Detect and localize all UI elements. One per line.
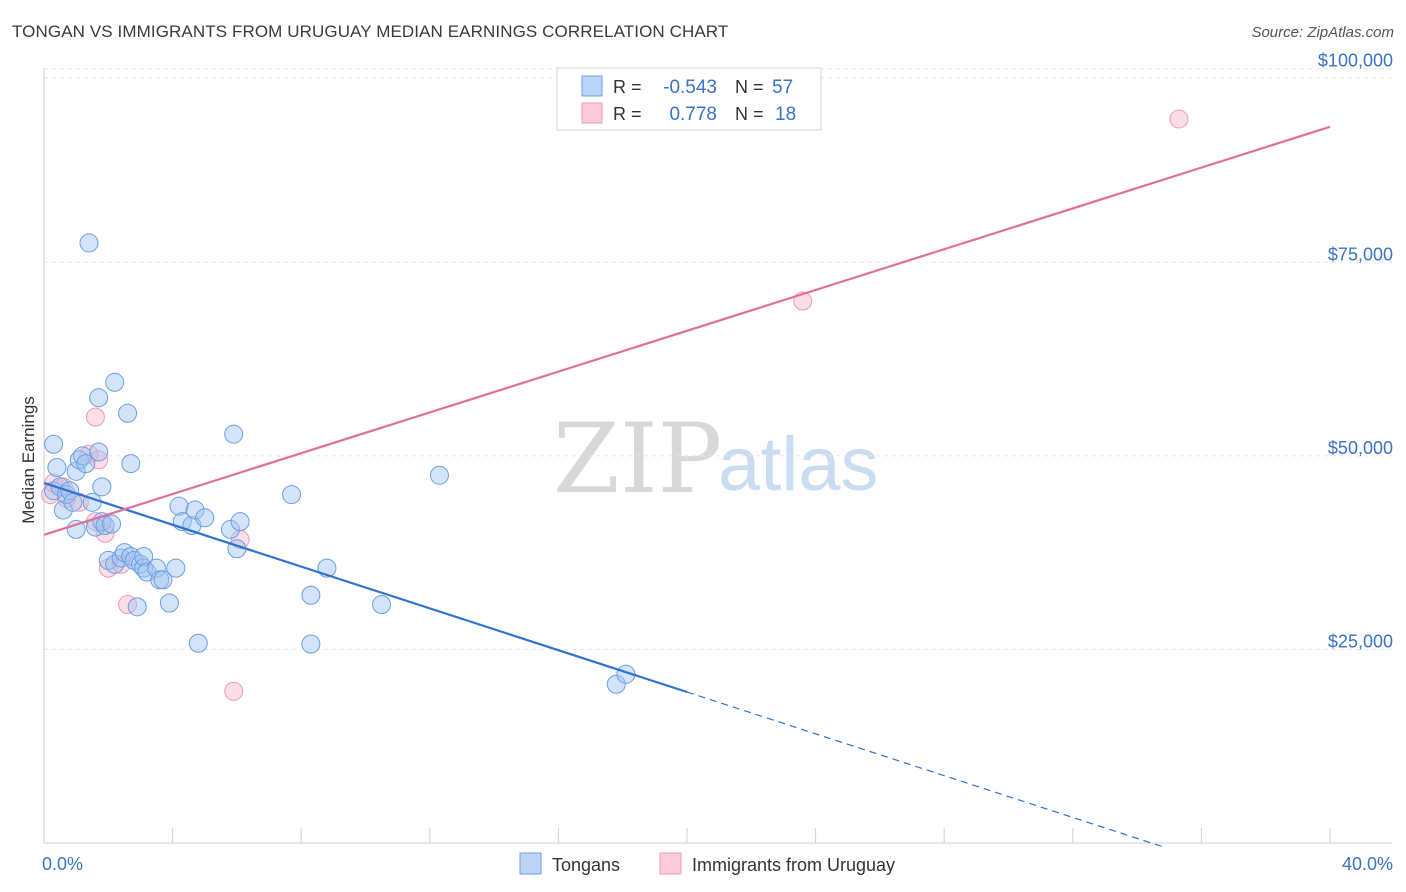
correlation-legend: R = -0.543 N = 57 R = 0.778 N = 18 bbox=[556, 67, 822, 131]
tongan-point-38 bbox=[153, 570, 173, 590]
legend-r-value-1: 0.778 bbox=[669, 104, 717, 125]
series-legend: Tongans Immigrants from Uruguay bbox=[519, 852, 895, 875]
legend-swatch-tongans bbox=[581, 75, 603, 97]
uruguay-point-13 bbox=[224, 681, 244, 701]
y-tick-labels: $25,000 $50,000 $75,000 $100,000 bbox=[1318, 51, 1393, 652]
tongan-point-57 bbox=[606, 674, 626, 694]
tongan-point-31 bbox=[127, 597, 147, 617]
legend-n-value-1: 18 bbox=[775, 104, 796, 125]
tongan-point-51 bbox=[282, 485, 302, 505]
tongan-point-34 bbox=[134, 547, 154, 567]
tongan-point-39 bbox=[159, 593, 179, 613]
tongan-point-55 bbox=[372, 595, 392, 615]
tongan-point-28 bbox=[121, 454, 141, 474]
uruguay-point-9 bbox=[95, 523, 115, 543]
tongan-point-53 bbox=[301, 634, 321, 654]
legend-n-label-0: N = bbox=[735, 77, 764, 97]
tongan-point-5 bbox=[57, 485, 77, 505]
tongan-point-40 bbox=[166, 558, 186, 578]
tongan-point-24 bbox=[105, 372, 125, 392]
watermark-zip: ZIP bbox=[553, 403, 722, 515]
tongan-point-36 bbox=[147, 558, 167, 578]
tongan-point-13 bbox=[79, 233, 99, 253]
gridlines bbox=[44, 68, 1392, 650]
trend-lines bbox=[43, 125, 1331, 848]
tongan-point-56 bbox=[429, 465, 449, 485]
watermark-atlas: atlas bbox=[718, 422, 879, 507]
tongan-point-44 bbox=[185, 500, 205, 520]
y-tick-label-2: $75,000 bbox=[1328, 244, 1393, 264]
tongan-point-17 bbox=[89, 388, 109, 408]
tongan-point-11 bbox=[73, 446, 93, 466]
chart-source: Source: ZipAtlas.com bbox=[1251, 24, 1394, 41]
tongan-point-18 bbox=[92, 477, 112, 497]
tongan-point-3 bbox=[50, 477, 70, 497]
x-ticks bbox=[43, 828, 1331, 843]
tongan-trend-line bbox=[43, 481, 688, 694]
legend-n-label-1: N = bbox=[735, 104, 764, 124]
y-tick-label-1: $50,000 bbox=[1328, 438, 1393, 458]
tongan-point-41 bbox=[169, 496, 189, 516]
tongan-point-7 bbox=[63, 492, 83, 512]
tongan-point-22 bbox=[102, 514, 122, 534]
bottom-legend-label-uruguay: Immigrants from Uruguay bbox=[692, 855, 895, 875]
legend-n-value-0: 57 bbox=[772, 77, 793, 98]
chart-title: TONGAN VS IMMIGRANTS FROM URUGUAY MEDIAN… bbox=[12, 22, 729, 41]
tongan-point-50 bbox=[230, 512, 250, 532]
tongan-point-47 bbox=[220, 519, 240, 539]
tongan-point-27 bbox=[118, 403, 138, 423]
tongan-trend-extension bbox=[686, 691, 1164, 848]
tongan-point-4 bbox=[53, 500, 73, 520]
bottom-legend-swatch-tongans bbox=[519, 852, 542, 875]
x-tick-label-min: 0.0% bbox=[42, 854, 83, 874]
y-axis-label: Median Earnings bbox=[19, 396, 38, 524]
legend-r-label-1: R = bbox=[613, 104, 642, 124]
legend-swatch-uruguay bbox=[581, 102, 603, 124]
uruguay-point-7 bbox=[85, 407, 105, 427]
y-tick-label-3: $100,000 bbox=[1318, 51, 1393, 71]
tongan-point-0 bbox=[44, 434, 64, 454]
legend-r-value-0: -0.543 bbox=[663, 77, 717, 98]
uruguay-trend-line bbox=[43, 125, 1331, 536]
uruguay-point-16 bbox=[1169, 109, 1189, 129]
tongan-point-12 bbox=[76, 454, 96, 474]
tongan-point-32 bbox=[130, 554, 150, 574]
tongan-point-16 bbox=[89, 442, 109, 462]
bottom-legend-label-tongans: Tongans bbox=[552, 855, 620, 875]
bottom-legend-swatch-uruguay bbox=[659, 852, 682, 875]
x-tick-label-max: 40.0% bbox=[1342, 854, 1393, 874]
tongan-point-52 bbox=[301, 585, 321, 605]
legend-r-label-0: R = bbox=[613, 77, 642, 97]
tongan-points bbox=[44, 233, 636, 694]
uruguay-point-11 bbox=[111, 554, 131, 574]
y-tick-label-0: $25,000 bbox=[1328, 631, 1393, 651]
tongan-point-45 bbox=[188, 633, 208, 653]
tongan-point-46 bbox=[195, 508, 215, 528]
tongan-point-2 bbox=[47, 457, 67, 477]
tongan-point-48 bbox=[224, 424, 244, 444]
uruguay-point-8 bbox=[89, 450, 109, 470]
